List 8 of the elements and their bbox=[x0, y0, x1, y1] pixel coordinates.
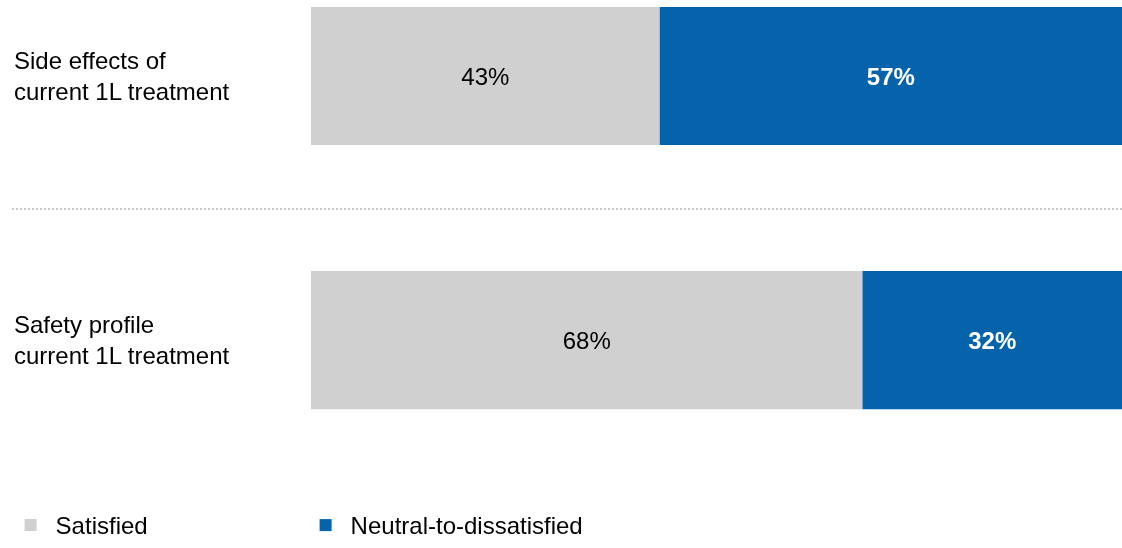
data-label: 32% bbox=[968, 326, 1017, 354]
data-label: 68% bbox=[562, 326, 611, 354]
y-tick-label: Safety profile current 1L treatment bbox=[14, 311, 230, 370]
data-label: 57% bbox=[866, 62, 915, 90]
y-tick-label: Side effects of current 1L treatment bbox=[14, 47, 230, 106]
legend-label: Neutral-to-dissatisfied bbox=[350, 512, 583, 540]
data-label: 43% bbox=[461, 62, 510, 90]
legend-label: Satisfied bbox=[55, 512, 148, 540]
